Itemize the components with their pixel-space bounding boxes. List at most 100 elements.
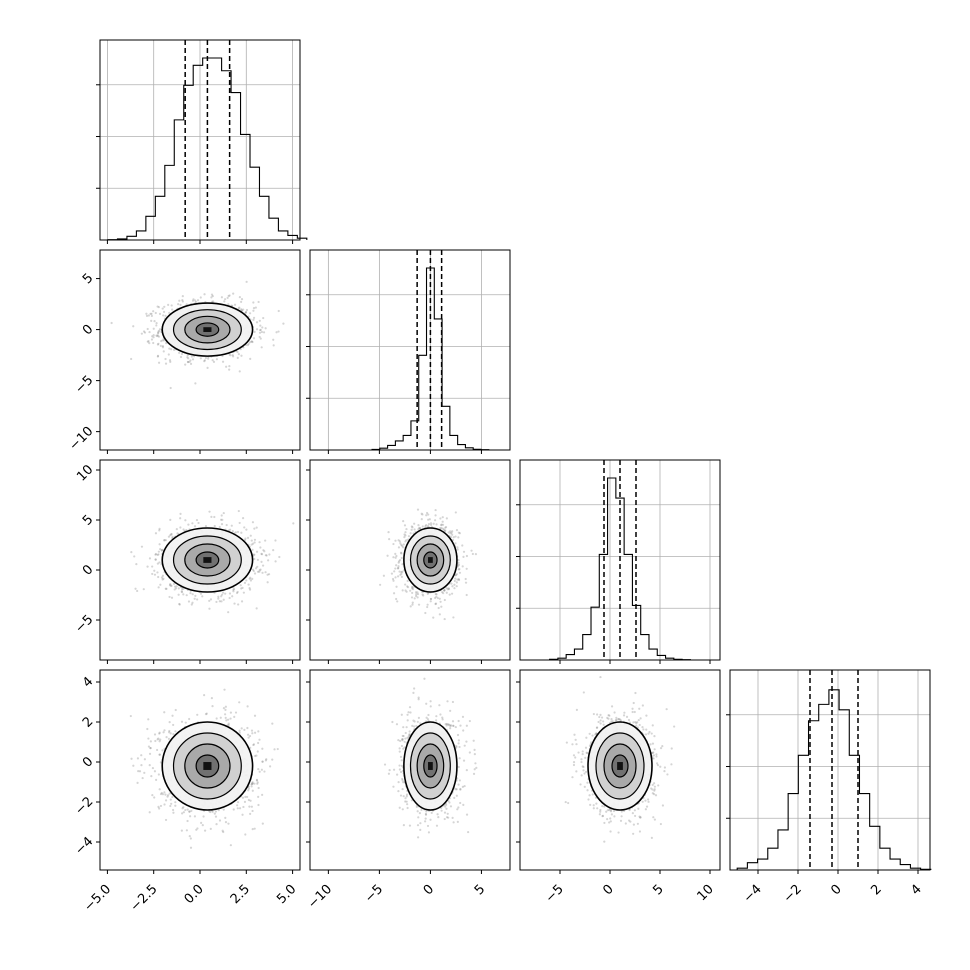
scatter-point — [154, 311, 157, 315]
scatter-point — [255, 550, 259, 553]
scatter-point — [176, 532, 179, 535]
scatter-point — [429, 597, 433, 601]
scatter-point — [191, 593, 194, 596]
scatter-point — [257, 730, 260, 733]
scatter-point — [427, 513, 430, 516]
scatter-point — [240, 587, 243, 590]
scatter-point — [452, 536, 455, 539]
scatter-point — [221, 360, 225, 363]
scatter-point — [187, 523, 190, 526]
scatter-point — [239, 584, 242, 587]
scatter-point — [251, 542, 255, 545]
scatter-point — [434, 596, 437, 600]
panel-content-3-0 — [129, 688, 279, 849]
scatter-point — [434, 508, 437, 512]
scatter-point — [232, 587, 236, 591]
scatter-point — [471, 552, 474, 556]
scatter-point — [238, 370, 241, 373]
scatter-point — [199, 296, 202, 299]
scatter-point — [130, 357, 133, 361]
scatter-point — [204, 524, 208, 528]
scatter-point — [417, 524, 420, 527]
scatter-point — [196, 713, 199, 716]
scatter-point — [440, 526, 443, 530]
scatter-point — [465, 554, 469, 558]
scatter-point — [425, 524, 428, 527]
scatter-point — [178, 602, 181, 606]
scatter-point — [441, 523, 445, 526]
scatter-point — [212, 360, 216, 363]
scatter-point — [185, 829, 188, 832]
scatter-point — [148, 811, 151, 814]
scatter-point — [267, 573, 271, 576]
scatter-point — [170, 596, 174, 599]
scatter-point — [451, 530, 454, 533]
scatter-point — [177, 593, 180, 596]
scatter-point — [213, 812, 216, 815]
panel-content-2-1 — [379, 508, 478, 621]
scatter-point — [140, 332, 143, 335]
scatter-point — [227, 294, 230, 298]
scatter-point — [262, 331, 266, 334]
scatter-point — [169, 386, 172, 390]
scatter-point — [193, 597, 196, 600]
scatter-point — [210, 293, 214, 296]
scatter-point — [227, 303, 230, 306]
scatter-point — [162, 310, 166, 313]
scatter-point — [427, 518, 430, 521]
scatter-point — [154, 558, 157, 561]
scatter-point — [461, 544, 464, 547]
scatter-point — [430, 523, 433, 527]
scatter-point — [186, 360, 190, 364]
panel-content-1-0 — [110, 280, 285, 390]
scatter-point — [417, 528, 420, 531]
scatter-point — [256, 782, 259, 785]
scatter-point — [248, 588, 252, 591]
scatter-point — [136, 781, 139, 784]
scatter-point — [173, 585, 177, 588]
scatter-point — [162, 577, 165, 580]
scatter-point — [255, 328, 259, 331]
scatter-point — [453, 587, 456, 590]
scatter-point — [228, 596, 231, 600]
scatter-point — [260, 560, 263, 564]
scatter-point — [232, 808, 235, 811]
scatter-point — [400, 572, 403, 575]
scatter-point — [223, 298, 227, 301]
scatter-point — [426, 605, 429, 609]
scatter-point — [231, 353, 234, 357]
scatter-point — [224, 705, 227, 708]
scatter-point — [154, 532, 158, 535]
scatter-point — [395, 597, 398, 601]
scatter-point — [162, 350, 165, 353]
scatter-point — [189, 359, 192, 362]
scatter-point — [228, 294, 231, 297]
scatter-point — [152, 310, 155, 313]
scatter-point — [434, 602, 438, 605]
scatter-point — [450, 531, 453, 534]
scatter-point — [209, 810, 212, 814]
scatter-point — [406, 579, 409, 582]
scatter-point — [231, 355, 235, 358]
scatter-point — [253, 572, 257, 575]
scatter-point — [244, 537, 247, 540]
scatter-point — [161, 344, 165, 348]
scatter-point — [246, 344, 249, 347]
scatter-point — [438, 613, 441, 616]
scatter-point — [174, 587, 178, 590]
scatter-point — [418, 527, 422, 530]
scatter-point — [161, 574, 165, 577]
scatter-point — [142, 330, 146, 333]
scatter-point — [240, 354, 243, 357]
scatter-point — [254, 567, 258, 570]
histogram-0 — [107, 57, 308, 241]
scatter-point — [255, 321, 259, 324]
scatter-point — [238, 296, 241, 299]
scatter-point — [208, 599, 211, 602]
scatter-point — [258, 541, 261, 544]
scatter-point — [394, 576, 397, 579]
scatter-point — [150, 314, 154, 318]
scatter-point — [465, 593, 468, 597]
scatter-point — [248, 587, 251, 590]
scatter-point — [222, 598, 225, 601]
